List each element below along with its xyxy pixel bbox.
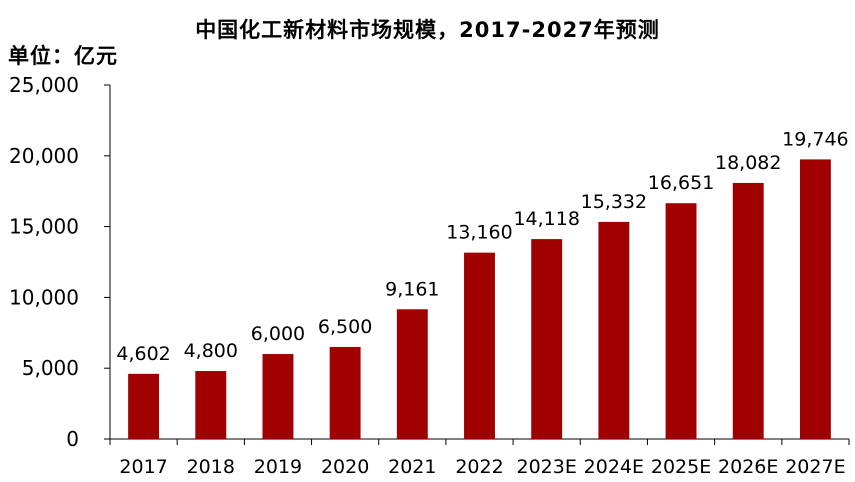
data-label: 6,500 [318, 316, 372, 338]
x-axis: 2017 2018 2019 2020 2021 2022 2023E 2024E 2025E 2… [109, 438, 850, 478]
x-tick-label: 2022 [455, 456, 503, 478]
bar-2022 [464, 252, 495, 439]
y-tick-label: 25,000 [9, 73, 79, 97]
x-tick-label: 2020 [321, 456, 369, 478]
x-tick-label: 2025E [651, 456, 711, 478]
data-label: 14,118 [513, 208, 579, 230]
bars [128, 159, 831, 440]
bar-2027E [799, 159, 831, 439]
x-tick-label: 2027E [785, 456, 845, 478]
bar-2026E [732, 182, 764, 440]
data-label: 19,746 [782, 128, 848, 150]
y-tick-label: 15,000 [9, 215, 79, 239]
data-label: 4,800 [184, 340, 238, 362]
chart-title: 中国化工新材料市场规模，2017-2027年预测 [195, 18, 660, 42]
data-label: 9,161 [385, 278, 439, 300]
data-label: 6,000 [251, 323, 305, 345]
x-tick-label: 2026E [718, 456, 778, 478]
x-tick-label: 2018 [187, 456, 235, 478]
y-tick-label: 10,000 [9, 285, 79, 309]
bar-2020 [329, 346, 361, 439]
y-tick-label: 5,000 [22, 356, 79, 380]
data-label: 13,160 [446, 222, 512, 244]
data-label: 16,651 [648, 172, 714, 194]
data-labels: 4,602 4,800 6,000 6,500 9,161 13,16014,11815,… [116, 128, 848, 364]
data-label: 18,082 [715, 152, 781, 174]
x-tick-label: 2021 [388, 456, 436, 478]
x-tick-label: 2017 [119, 456, 167, 478]
y-axis: 0 5,000 10,000 15,000 20,000 25,000 [9, 73, 111, 451]
bar-2023E [531, 239, 563, 439]
bar-2018 [195, 371, 227, 439]
data-label: 4,602 [116, 343, 170, 365]
bar-2021 [396, 309, 428, 439]
x-tick-label: 2019 [254, 456, 302, 478]
bar-2017 [128, 373, 160, 439]
bar-2019 [262, 354, 294, 439]
bar-2025E [665, 203, 697, 439]
unit-label: 单位：亿元 [8, 44, 118, 68]
x-tick-label: 2024E [584, 456, 644, 478]
bar-2024E [598, 221, 630, 439]
y-tick-label: 20,000 [9, 144, 79, 168]
y-tick-label: 0 [66, 427, 79, 451]
x-tick-label: 2023E [517, 456, 577, 478]
data-label: 15,332 [581, 191, 647, 213]
